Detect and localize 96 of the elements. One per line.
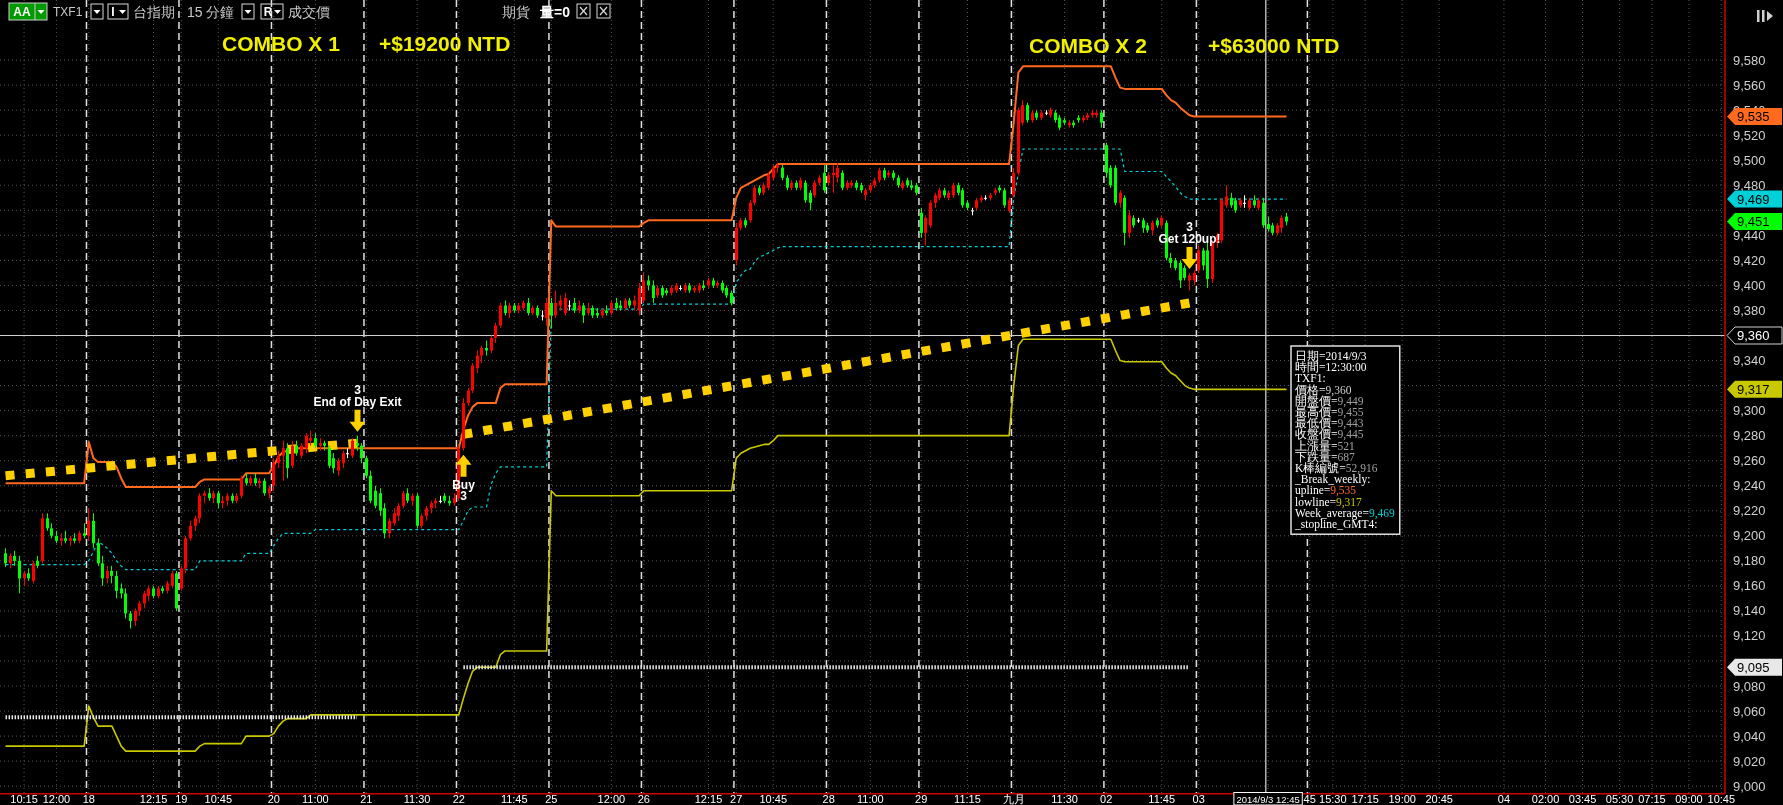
annotation: COMBO X 1	[222, 31, 341, 55]
x-tick-label: 10:45	[204, 793, 233, 805]
x-tick-label: 17:15	[1351, 793, 1379, 805]
x-tick-label: 07:15	[1638, 793, 1666, 805]
y-tick-label: 9,280	[1733, 428, 1766, 444]
x-tick-label: 26	[637, 793, 650, 805]
x-tick-label: 12:15	[139, 793, 168, 805]
text: 9,535	[1737, 108, 1770, 124]
x-tick-label: 11:00	[302, 793, 329, 805]
y-tick-label: 9,020	[1733, 753, 1766, 769]
y-tick-label: 9,400	[1733, 277, 1766, 293]
annotation: AA	[13, 5, 31, 19]
x-tick-label: 03:45	[1568, 793, 1597, 805]
y-tick-label: 9,480	[1733, 177, 1766, 193]
y-tick-label: 9,380	[1733, 302, 1766, 318]
annotation: 台指期	[133, 4, 175, 20]
annotation: TXF1	[53, 5, 83, 19]
x-tick-label: 12:15	[694, 793, 723, 805]
x-tick-label: 18	[82, 793, 95, 805]
x-tick-label: 09:00	[1675, 793, 1703, 805]
annotation: 成交價	[288, 4, 330, 20]
y-tick-label: 9,240	[1733, 478, 1766, 494]
annotation: I	[111, 5, 115, 19]
x-tick-label: 2014/9/3 12:45	[1236, 793, 1300, 805]
annotation: +$19200 NTD	[379, 31, 511, 55]
x-tick-label: 04	[1497, 793, 1511, 805]
x-tick-label: 10:45	[1707, 793, 1736, 805]
x-tick-label: 25	[545, 793, 558, 805]
x-tick-label: 11:45	[500, 793, 528, 805]
annotation: 下跌量=687	[1295, 450, 1355, 463]
y-tick-label: 9,300	[1733, 403, 1766, 419]
x-tick-label: 45	[1303, 793, 1316, 805]
text: 9,317	[1737, 381, 1770, 397]
x-tick-label: 11:15	[954, 793, 981, 805]
x-tick-label: 15:30	[1319, 793, 1347, 805]
x-tick-label: 11:30	[1051, 793, 1078, 805]
text: 9,451	[1737, 214, 1770, 230]
y-tick-label: 9,500	[1733, 152, 1766, 168]
y-tick-label: 9,420	[1733, 252, 1766, 268]
y-tick-label: 9,580	[1733, 52, 1766, 68]
y-tick-label: 9,220	[1733, 503, 1766, 519]
annotation: upline=9,535	[1295, 484, 1357, 498]
y-tick-label: 9,180	[1733, 553, 1766, 569]
x-tick-label: 29	[915, 793, 928, 805]
x-tick-label: 19:00	[1388, 793, 1416, 805]
y-tick-label: 9,060	[1733, 703, 1766, 719]
annotation: 時間=12:30:00	[1295, 361, 1367, 374]
annotation: COMBO X 2	[1029, 33, 1147, 57]
line-series	[4, 338, 1288, 752]
y-tick-label: 9,000	[1733, 778, 1766, 794]
annotation: Week_average=9,469	[1295, 506, 1395, 520]
annotation: R	[263, 5, 273, 19]
y-tick-label: 9,080	[1733, 678, 1766, 694]
x-tick-label: 20:45	[1425, 793, 1453, 805]
y-tick-label: 9,340	[1733, 353, 1766, 369]
x-tick-label: 02	[1100, 793, 1113, 805]
x-tick-label: 11:00	[857, 793, 884, 805]
x-tick-label: 22	[452, 793, 465, 805]
annotation: _stopline_GMT4:	[1294, 518, 1378, 531]
x-tick-label: 02:00	[1531, 793, 1560, 805]
y-tick-label: 9,440	[1733, 227, 1766, 243]
y-tick-label: 9,040	[1733, 728, 1766, 744]
y-tick-label: 9,120	[1733, 628, 1766, 644]
x-tick-label: 03	[1192, 793, 1205, 805]
x-tick-label: 19	[175, 793, 188, 805]
text: 9,469	[1737, 191, 1770, 207]
annotation: 日期=2014/9/3	[1295, 350, 1367, 362]
x-tick-label: 九月	[1002, 793, 1025, 805]
y-tick-label: 9,520	[1733, 127, 1766, 143]
annotation: lowline=9,317	[1295, 495, 1363, 509]
annotation: 上漲量=521	[1295, 439, 1355, 452]
x-tick-label: 11:30	[403, 793, 431, 805]
annotation: 量=0	[539, 4, 571, 20]
annotation: TXF1:	[1295, 372, 1326, 385]
x-tick-label: 27	[730, 793, 743, 805]
x-tick-label: 12:00	[597, 793, 626, 805]
y-tick-label: 9,200	[1733, 528, 1766, 544]
x-tick-label: 10:15	[10, 793, 38, 805]
annotation: K棒編號=52,916	[1295, 462, 1378, 475]
text: 9,095	[1737, 659, 1770, 675]
annotation: 3 End of Day Exit	[313, 383, 402, 409]
x-tick-label: 21	[360, 793, 373, 805]
x-tick-label: 11:45	[1148, 793, 1176, 805]
y-tick-label: 9,160	[1733, 578, 1766, 594]
x-tick-label: 05:30	[1605, 793, 1634, 805]
annotation: _Break_weekly:	[1294, 473, 1371, 487]
y-tick-label: 9,140	[1733, 603, 1766, 619]
ref-line-label: 9,360	[1737, 328, 1770, 344]
x-tick-label: 28	[822, 793, 835, 805]
annotation: 15 分鐘	[187, 4, 235, 20]
x-tick-label: 12:00	[42, 793, 71, 805]
y-tick-label: 9,260	[1733, 453, 1766, 469]
y-tick-label: 9,560	[1733, 77, 1766, 93]
annotation: 期貨	[502, 4, 530, 20]
x-tick-label: 10:45	[759, 793, 788, 805]
x-tick-label: 20	[267, 793, 280, 805]
